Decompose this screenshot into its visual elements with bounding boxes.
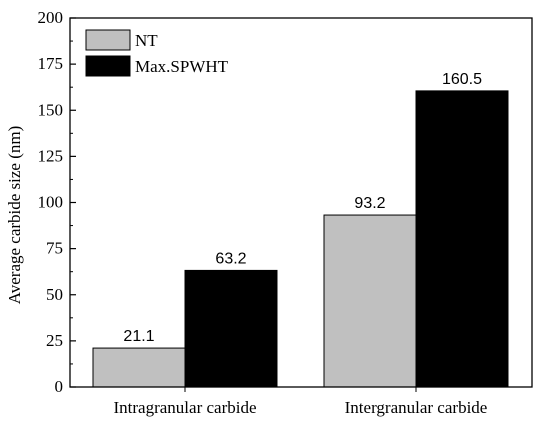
data-label: 21.1 [123,328,154,345]
data-labels-layer: 21.1 63.2 93.2 160.5 [123,71,482,345]
bars-layer [92,90,509,388]
y-tick-label: 75 [46,239,63,258]
legend-label: NT [135,31,158,50]
y-tick-label: 50 [46,285,63,304]
x-tick-label: Intragranular carbide [114,398,257,417]
data-label: 63.2 [215,250,246,267]
bar-max-spwht-intergranular [415,90,509,388]
y-tick-label: 25 [46,331,63,350]
data-label: 160.5 [442,71,482,88]
y-tick-label: 175 [38,54,64,73]
bar-max-spwht-intragranular [184,269,278,388]
legend: NT Max.SPWHT [85,29,229,77]
y-tick-label: 200 [38,8,64,27]
y-tick-label: 150 [38,100,64,119]
ticks-layer: Intragranular carbide Intergranular carbi… [38,8,488,417]
y-axis-title: Average carbide size (nm) [5,126,24,305]
legend-swatch-max-spwht [85,55,131,77]
x-tick-label: Intergranular carbide [345,398,488,417]
bar-nt-intragranular [92,347,186,388]
y-tick-label: 0 [55,377,64,396]
bar-nt-intergranular [323,214,417,388]
legend-label: Max.SPWHT [135,57,229,76]
legend-swatch-nt [85,29,131,51]
y-tick-label: 100 [38,193,64,212]
y-tick-label: 125 [38,146,64,165]
data-label: 93.2 [354,195,385,212]
